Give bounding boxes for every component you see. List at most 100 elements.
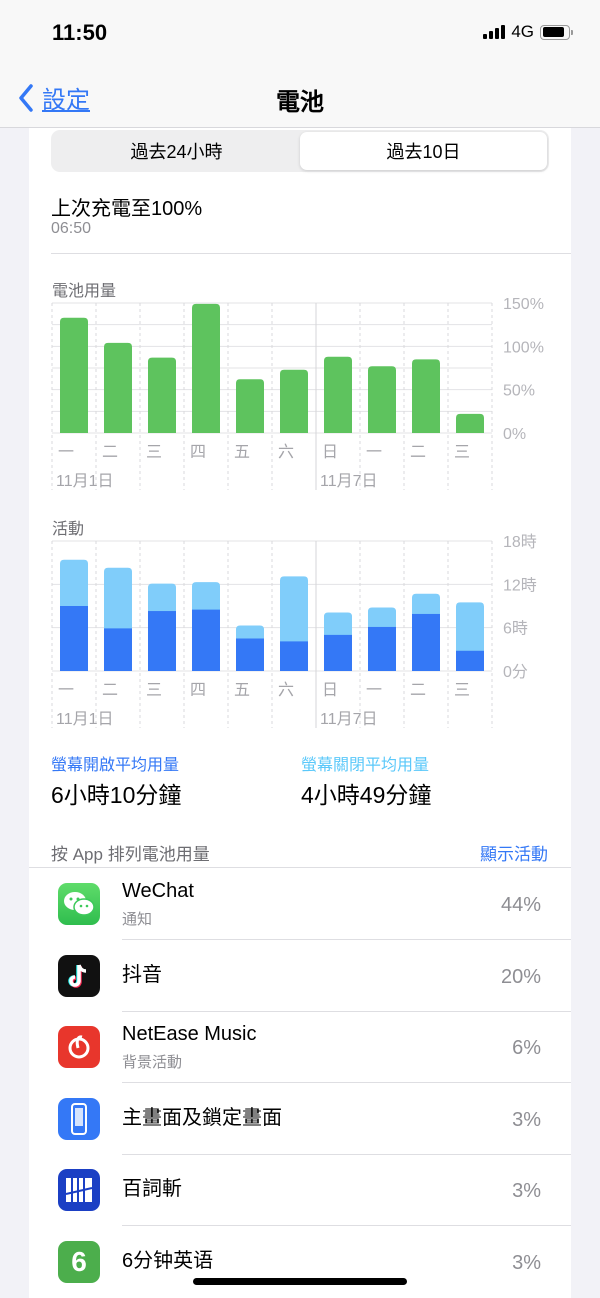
bar-screen-on: [412, 613, 440, 671]
app-name: 抖音: [122, 963, 162, 986]
bar: [324, 356, 352, 433]
date-label: 11月7日: [320, 711, 378, 728]
divider: [122, 1082, 571, 1083]
x-tick-label: 二: [410, 682, 426, 699]
battery-chart-title: 電池用量: [52, 283, 117, 300]
screen-off-label: 螢幕關閉平均用量: [301, 757, 430, 774]
divider: [122, 939, 571, 940]
date-label: 11月1日: [56, 473, 114, 490]
status-time: 11:50: [52, 20, 108, 45]
y-tick-label: 0分: [503, 663, 528, 681]
app-row[interactable]: NetEase Music 背景活動 6%: [29, 1011, 571, 1083]
bar: [60, 317, 88, 433]
divider: [122, 1225, 571, 1226]
app-percentage: 20%: [500, 965, 541, 988]
wechat-icon: [58, 883, 100, 925]
x-tick-label: 六: [278, 443, 294, 461]
segment-last-10-days[interactable]: 過去10日: [300, 132, 547, 170]
x-tick-label: 日: [322, 682, 338, 699]
y-tick-label: 18時: [503, 533, 537, 551]
x-tick-label: 三: [454, 444, 470, 461]
bar: [192, 303, 220, 433]
x-tick-label: 四: [190, 682, 206, 699]
app-percentage: 44%: [500, 894, 541, 916]
y-tick-label: 50%: [503, 383, 535, 400]
page-title: 電池: [276, 89, 324, 116]
bar-screen-on: [324, 634, 352, 671]
x-tick-label: 二: [410, 444, 426, 461]
y-tick-label: 100%: [503, 339, 544, 356]
home-indicator[interactable]: [193, 1278, 407, 1285]
app-percentage: 6%: [512, 1037, 541, 1059]
bar: [456, 413, 484, 433]
divider: [29, 867, 571, 868]
bar: [236, 379, 264, 433]
bar-screen-on: [280, 641, 308, 671]
activity-chart-title: 活動: [52, 521, 85, 538]
app-row[interactable]: 百詞斬 3%: [29, 1154, 571, 1226]
battery-icon: [540, 24, 573, 40]
x-tick-label: 二: [102, 682, 118, 699]
bar: [412, 359, 440, 433]
app-row[interactable]: 6 6分钟英语 3%: [29, 1226, 571, 1298]
last-charge-title: 上次充電至100%: [51, 198, 203, 220]
date-label: 11月1日: [56, 711, 114, 728]
x-tick-label: 六: [278, 681, 294, 699]
last-charge-time: 06:50: [51, 220, 92, 237]
x-tick-label: 四: [190, 444, 206, 461]
x-tick-label: 五: [234, 682, 250, 699]
divider: [122, 1010, 571, 1012]
baicizhan-icon: [58, 1169, 100, 1211]
date-label: 11月7日: [320, 473, 378, 490]
douyin-icon: [58, 954, 100, 997]
app-percentage: 3%: [512, 1251, 541, 1274]
network-type: 4G: [511, 22, 534, 41]
app-usage-section-title: 按 App 排列電池用量: [51, 845, 210, 864]
status-indicators: 4G: [483, 22, 573, 42]
content-panel: [29, 128, 571, 1298]
time-range-segmented-control: 過去24小時 過去10日: [51, 130, 549, 172]
app-subtitle: 背景活動: [122, 1054, 183, 1071]
x-tick-label: 一: [366, 444, 382, 461]
bar: [368, 366, 396, 433]
bar: [280, 369, 308, 433]
bar-screen-on: [236, 638, 264, 671]
screen-on-value: 6小時10分鐘: [51, 782, 182, 808]
app-row[interactable]: 抖音 20%: [29, 940, 571, 1012]
bar-screen-on: [456, 650, 484, 671]
screen-on-label: 螢幕開啟平均用量: [51, 757, 180, 774]
app-row[interactable]: 主畫面及鎖定畫面 3%: [29, 1083, 571, 1155]
navigation-bar: 11:50 4G 設定 電池: [0, 0, 600, 128]
app-percentage: 3%: [512, 1108, 541, 1131]
chevron-left-icon: [19, 83, 33, 112]
app-name: NetEase Music: [122, 1023, 257, 1045]
app-row[interactable]: WeChat 通知 44%: [29, 868, 571, 940]
bar-screen-on: [148, 611, 176, 671]
home-lock-screen-icon: [58, 1097, 100, 1140]
bar-screen-on: [104, 628, 132, 671]
app-name: 百詞斬: [122, 1178, 182, 1200]
signal-icon: [483, 25, 506, 39]
x-tick-label: 一: [366, 682, 382, 699]
app-percentage: 3%: [512, 1180, 541, 1202]
divider: [122, 1153, 571, 1155]
activity-chart[interactable]: 一 二 三 四 五 六 日 一 二 三 11月1日 11月7日 0分 6時 12時 18時: [0, 528, 600, 733]
bar-screen-on: [368, 626, 396, 671]
app-subtitle: 通知: [122, 911, 153, 928]
x-tick-label: 三: [454, 682, 470, 699]
x-tick-label: 三: [146, 682, 162, 699]
back-button[interactable]: 設定: [18, 80, 90, 115]
x-tick-label: 二: [102, 444, 118, 461]
bar: [104, 342, 132, 433]
y-tick-label: 12時: [503, 576, 537, 594]
netease-music-icon: [58, 1026, 100, 1068]
segment-last-24-hours[interactable]: 過去24小時: [130, 142, 223, 162]
app-name: WeChat: [122, 880, 194, 902]
y-tick-label: 6時: [503, 620, 528, 638]
y-tick-label: 0%: [503, 426, 526, 443]
bar-screen-on: [192, 609, 220, 671]
y-tick-label: 150%: [503, 296, 544, 313]
battery-usage-chart[interactable]: 一 二 三 四 五 六 日 一 二 三 11月1日 11月7日 0% 50% 100% 150%: [0, 290, 600, 495]
six-minute-english-icon: 6: [58, 1240, 100, 1283]
show-activity-button[interactable]: 顯示活動: [480, 845, 548, 864]
